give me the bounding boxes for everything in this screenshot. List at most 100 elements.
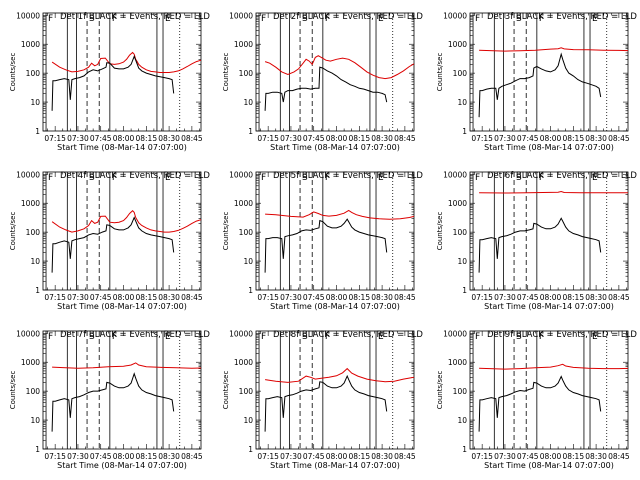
marker-label: S [302,14,308,24]
lld-series-line [479,363,629,370]
x-tick-label: 08:00 [540,134,562,143]
marker-label: S [516,332,522,342]
y-tick-label: 100 [26,387,41,396]
y-axis-label: Counts/sec [436,53,444,92]
x-tick-label: 07:30 [494,134,516,143]
x-tick-label: 08:15 [348,293,370,302]
y-tick-label: 1 [35,127,40,136]
x-tick-label: 08:45 [181,452,203,461]
marker-label: F [325,332,330,342]
x-tick-label: 07:15 [471,134,493,143]
marker-label: E [378,173,384,183]
x-tick-label: 08:45 [394,452,416,461]
marker-label: F [48,332,53,342]
panel-1: Det 1f BLACK = Events, RED = LLD 1 10 100 10… [9,11,210,152]
marker-label: E [378,332,384,342]
marker-label: S [516,173,522,183]
marker-label: E [165,173,171,183]
y-tick-label: 10 [457,98,467,107]
panel-5: Det 5f BLACK = Events, RED = LLD 1 10 100 10… [222,170,423,311]
panel-title: Det 9f BLACK = Events, RED = LLD [487,330,637,340]
y-tick-label: 10000 [229,170,253,179]
events-series-line [264,66,388,111]
marker-label: F [261,14,266,24]
y-tick-label: 10 [243,416,253,425]
marker-label: F [475,14,480,24]
lld-series-line [479,47,629,52]
y-tick-label: 10 [30,416,40,425]
marker-label: F [48,14,53,24]
x-tick-label: 07:15 [257,293,279,302]
panel-6: Det 6f BLACK = Events, RED = LLD 1 10 100 10… [436,170,637,311]
marker-label: S [89,173,95,183]
x-tick-label: 08:00 [113,293,135,302]
lld-series-line [264,55,415,80]
marker-label: E [165,14,171,24]
x-tick-label: 07:45 [303,134,325,143]
marker-label: F [112,332,117,342]
panel-4: Det 4f BLACK = Events, RED = LLD 1 10 100 10… [9,170,210,311]
y-tick-label: 10 [30,98,40,107]
x-tick-label: 08:00 [326,134,348,143]
axes-frame [255,12,415,132]
x-tick-label: 08:00 [326,293,348,302]
axes-frame [469,330,629,450]
x-axis-label: Start Time (08-Mar-14 07:07:00) [484,461,614,470]
x-tick-label: 08:00 [326,452,348,461]
x-tick-label: 07:45 [517,293,539,302]
events-series-line [478,375,602,432]
x-tick-label: 07:45 [303,293,325,302]
x-tick-label: 08:45 [608,134,630,143]
marker-label: S [516,14,522,24]
axes-frame [42,171,202,291]
y-tick-label: 1 [248,127,253,136]
y-tick-label: 10000 [443,170,467,179]
x-tick-label: 08:45 [181,293,203,302]
y-tick-label: 1 [35,286,40,295]
y-tick-label: 100 [453,69,468,78]
marker-label: F [475,173,480,183]
x-tick-label: 07:45 [90,134,112,143]
y-tick-label: 10000 [443,11,467,20]
x-tick-label: 07:30 [494,293,516,302]
y-tick-label: 1000 [21,40,40,49]
y-tick-label: 1 [35,445,40,454]
x-tick-label: 08:15 [562,452,584,461]
events-series-line [478,217,602,273]
x-tick-label: 07:15 [257,452,279,461]
y-tick-label: 1 [248,445,253,454]
x-tick-label: 08:30 [158,134,180,143]
x-tick-label: 08:30 [158,293,180,302]
lld-series-line [265,209,415,220]
marker-label: F [112,14,117,24]
panel-title: Det 2f BLACK = Events, RED = LLD [273,12,423,22]
panel-3: Det 3f BLACK = Events, RED = LLD 1 10 100 10… [436,11,637,152]
marker-label: F [261,173,266,183]
x-tick-label: 07:45 [303,452,325,461]
events-series-line [51,216,175,273]
x-tick-label: 08:15 [562,293,584,302]
y-tick-label: 10 [243,257,253,266]
x-tick-label: 07:15 [44,134,66,143]
x-tick-label: 07:30 [280,134,302,143]
x-axis-label: Start Time (08-Mar-14 07:07:00) [57,461,187,470]
x-tick-label: 08:45 [608,293,630,302]
panel-title: Det 7f BLACK = Events, RED = LLD [60,330,210,340]
x-tick-label: 08:30 [585,134,607,143]
y-tick-label: 100 [239,228,254,237]
events-series-line [478,52,602,118]
marker-label: F [112,173,117,183]
x-tick-label: 08:30 [371,134,393,143]
y-tick-label: 100 [453,228,468,237]
x-tick-label: 07:30 [67,134,89,143]
marker-label: F [325,14,330,24]
marker-label: E [592,14,598,24]
x-tick-label: 07:15 [44,452,66,461]
marker-label: F [539,14,544,24]
y-axis-label: Counts/sec [9,371,17,410]
y-tick-label: 100 [239,387,254,396]
x-tick-label: 08:15 [348,134,370,143]
x-tick-label: 07:30 [494,452,516,461]
marker-label: F [325,173,330,183]
